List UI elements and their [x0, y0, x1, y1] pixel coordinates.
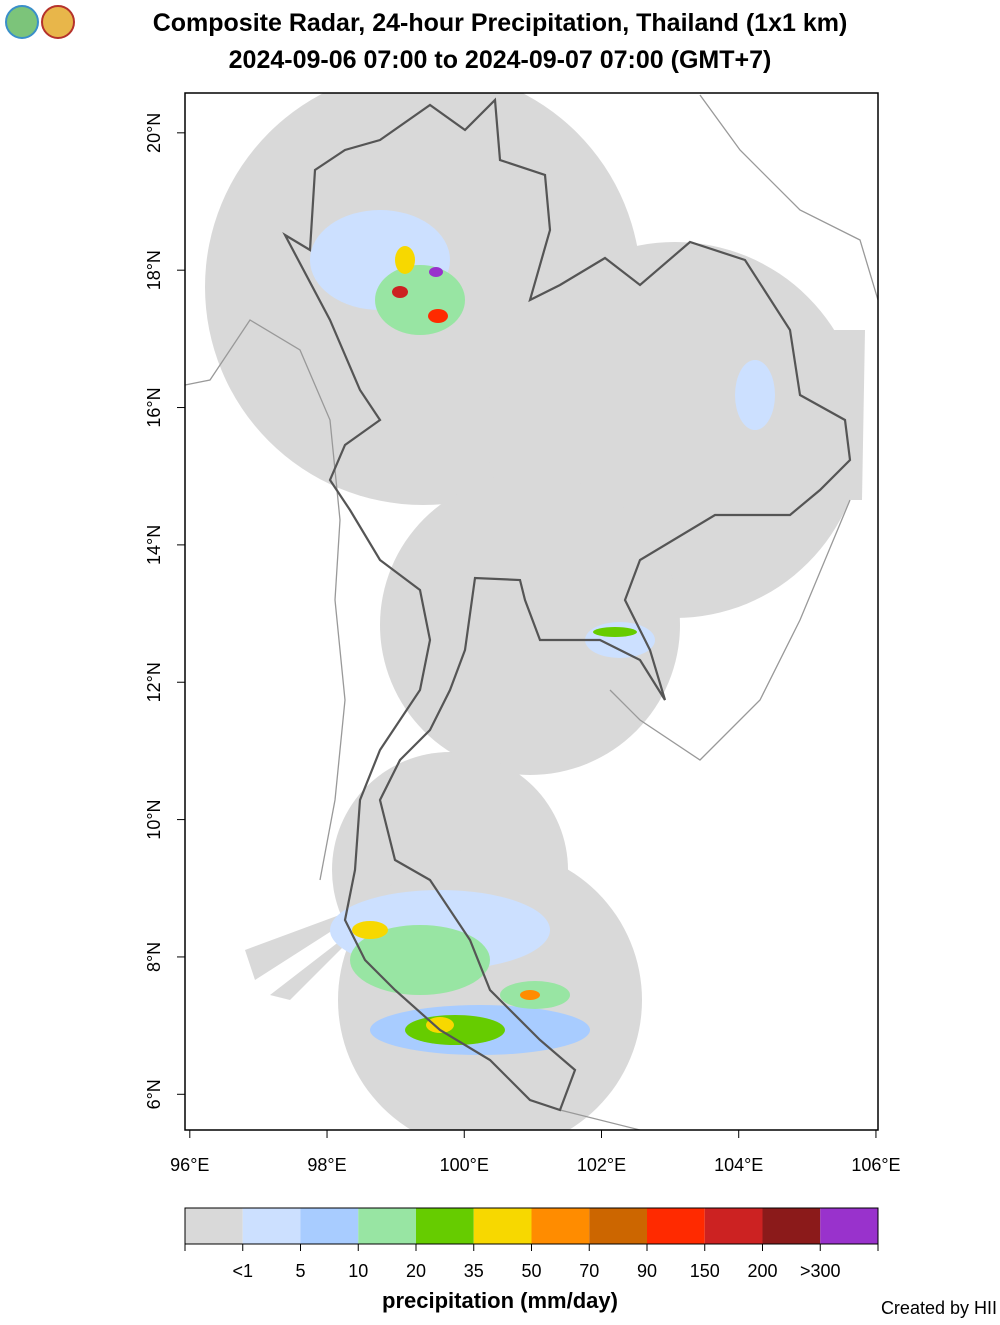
colorbar-cell	[589, 1208, 647, 1244]
y-tick-label: 16°N	[144, 387, 164, 427]
x-tick-label: 98°E	[307, 1155, 346, 1175]
y-tick-label: 6°N	[144, 1079, 164, 1109]
colorbar-cell	[416, 1208, 474, 1244]
map-frame	[184, 92, 879, 1131]
y-tick-label: 12°N	[144, 662, 164, 702]
colorbar-label: 200	[747, 1261, 777, 1281]
logo	[41, 5, 75, 39]
x-tick-label: 106°E	[851, 1155, 900, 1175]
x-tick-label: 102°E	[577, 1155, 626, 1175]
colorbar-label: 20	[406, 1261, 426, 1281]
colorbar-label: >300	[800, 1261, 841, 1281]
colorbar-label: 70	[579, 1261, 599, 1281]
colorbar-label: 150	[690, 1261, 720, 1281]
colorbar-label: 10	[348, 1261, 368, 1281]
colorbar-label: 5	[295, 1261, 305, 1281]
axes: 96°E 98°E 100°E 102°E 104°E 106°E 6°N 8°N 10°N 12…	[144, 113, 901, 1175]
colorbar-cell	[242, 1208, 301, 1244]
colorbar-cell	[820, 1208, 878, 1244]
x-tick-label: 104°E	[714, 1155, 763, 1175]
colorbar-cell	[300, 1208, 359, 1244]
colorbar-cell	[185, 1208, 243, 1244]
thailand-border	[282, 97, 852, 1112]
colorbar-cell	[473, 1208, 532, 1244]
logos	[5, 5, 75, 39]
x-tick-label: 96°E	[170, 1155, 209, 1175]
rain	[310, 210, 775, 1055]
colorbar-cell	[358, 1208, 416, 1244]
map-layer	[185, 93, 878, 1130]
y-tick-label: 20°N	[144, 113, 164, 153]
title: Composite Radar, 24-hour Precipitation, …	[153, 9, 848, 37]
y-tick-label: 14°N	[144, 525, 164, 565]
colorbar-cell	[762, 1208, 821, 1244]
x-tick-label: 100°E	[440, 1155, 489, 1175]
y-tick-label: 8°N	[144, 942, 164, 972]
colorbar-label: 35	[464, 1261, 484, 1281]
colorbar-label: <1	[232, 1261, 253, 1281]
y-tick-label: 10°N	[144, 799, 164, 839]
credit: Created by HII	[881, 1298, 997, 1318]
logo	[5, 5, 39, 39]
subtitle: 2024-09-06 07:00 to 2024-09-07 07:00 (GM…	[229, 46, 772, 74]
colorbar: <1 5 10 20 35 50 70 90 150 200 >300	[184, 1207, 879, 1281]
y-tick-label: 18°N	[144, 250, 164, 290]
colorbar-cell	[647, 1208, 705, 1244]
colorbar-title: precipitation (mm/day)	[382, 1288, 618, 1313]
colorbar-label: 50	[521, 1261, 541, 1281]
colorbar-label: 90	[637, 1261, 657, 1281]
colorbar-cell	[704, 1208, 763, 1244]
colorbar-cell	[531, 1208, 590, 1244]
